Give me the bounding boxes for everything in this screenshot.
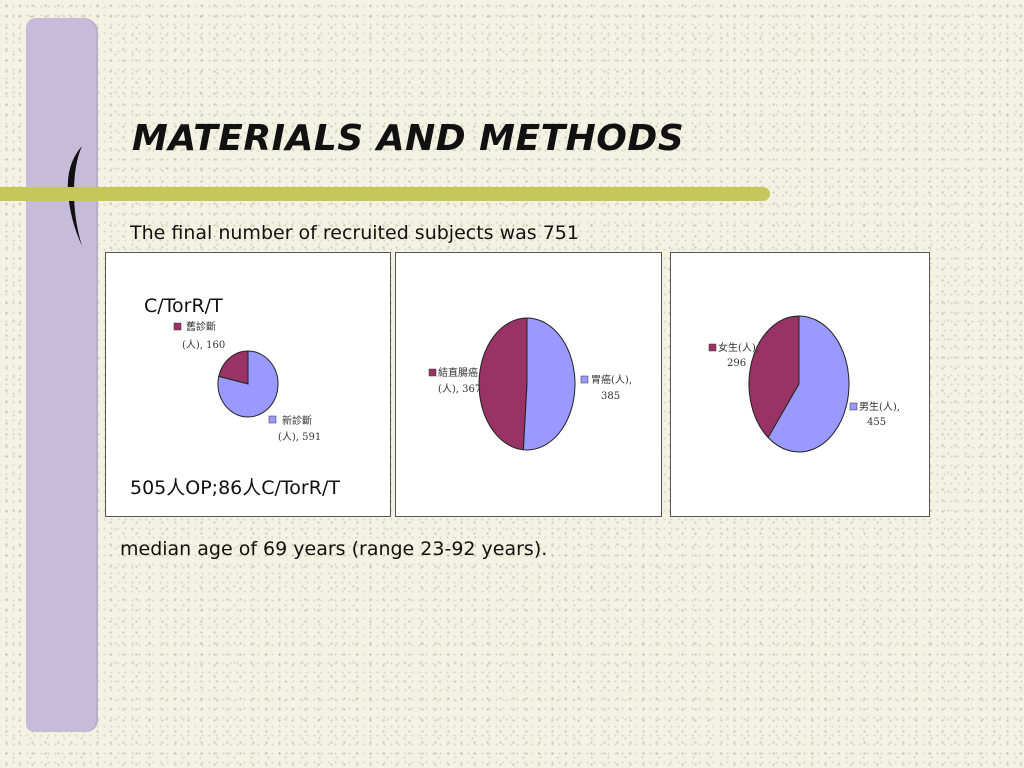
panel-caption-top: C/TorR/T	[144, 295, 223, 317]
slice-label-male-name: 男生(人),	[859, 400, 900, 413]
legend-swatch-new-diagnosis	[268, 415, 277, 424]
slice-label-old-diagnosis-value: (人), 160	[182, 339, 225, 351]
pie-slice-first	[218, 350, 249, 385]
pie-chart-diagnosis: 舊診斷 (人), 160 新診斷 (人), 591	[173, 320, 321, 443]
legend-swatch-male	[849, 402, 858, 411]
chart-panel-diagnosis: 舊診斷 (人), 160 新診斷 (人), 591 C/TorR/T 505人O…	[105, 252, 391, 517]
pie-slice-first	[748, 315, 800, 439]
slice-label-gastric-value: 385	[601, 391, 620, 402]
slice-label-male-value: 455	[867, 417, 886, 428]
pie-slice-second	[217, 350, 279, 418]
pie-slice-second	[522, 317, 576, 451]
slice-label-female-name: 女生(人),	[718, 341, 759, 354]
slice-label-gastric-name: 胃癌(人),	[591, 373, 632, 386]
legend-swatch-colorectal	[428, 368, 437, 377]
chart-panel-gender: 女生(人), 296 男生(人), 455	[670, 252, 930, 517]
bracket-ornament	[67, 146, 82, 246]
pie-slice-second	[767, 315, 850, 453]
legend-swatch-gastric	[580, 375, 589, 384]
slice-label-new-diagnosis-value: (人), 591	[278, 431, 321, 443]
pie-slice-first	[478, 317, 528, 451]
slice-label-old-diagnosis-name: 舊診斷	[186, 320, 216, 333]
legend-swatch-old-diagnosis	[173, 322, 182, 331]
footer-text: median age of 69 years (range 23-92 year…	[120, 538, 548, 560]
side-decor-bar	[26, 18, 98, 732]
slice-label-colorectal-value: (人), 367	[438, 383, 481, 395]
intro-text: The final number of recruited subjects w…	[130, 222, 579, 244]
slice-label-colorectal-name: 結直腸癌	[438, 366, 478, 379]
chart-panel-cancer-type: 結直腸癌 (人), 367 胃癌(人), 385	[395, 252, 662, 517]
legend-swatch-female	[708, 343, 717, 352]
slice-label-female-value: 296	[727, 358, 746, 369]
panel-caption-bottom: 505人OP;86人C/TorR/T	[130, 477, 340, 499]
page-title: MATERIALS AND METHODS	[132, 118, 685, 159]
pie-chart-gender: 女生(人), 296 男生(人), 455	[708, 315, 900, 453]
title-underline-bar	[0, 187, 770, 201]
pie-chart-cancer-type: 結直腸癌 (人), 367 胃癌(人), 385	[428, 317, 632, 451]
slice-label-new-diagnosis-name: 新診斷	[282, 414, 312, 427]
